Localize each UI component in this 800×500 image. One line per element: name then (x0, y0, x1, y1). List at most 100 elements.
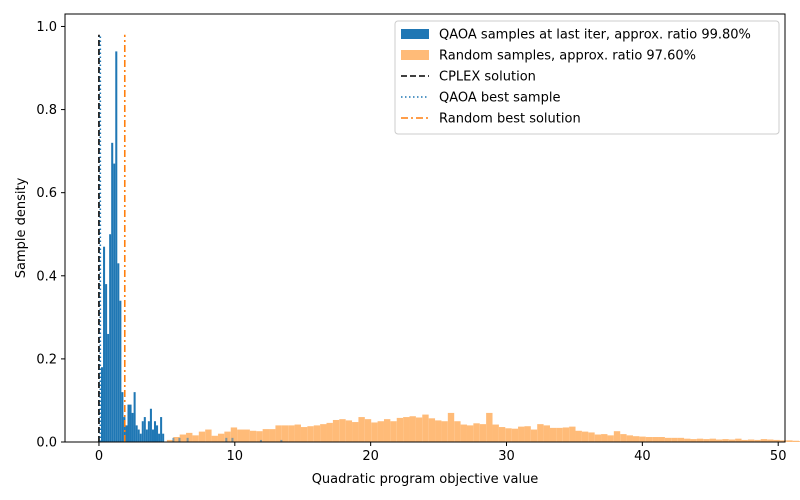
qaoa-bar (259, 439, 262, 442)
random-bar (345, 420, 353, 442)
x-tick-label: 30 (498, 449, 515, 464)
x-tick-label: 20 (362, 449, 379, 464)
random-bar (230, 427, 238, 442)
random-bar (435, 420, 442, 442)
random-bar (767, 439, 774, 442)
random-bar (237, 429, 244, 442)
random-bar (722, 439, 729, 442)
qaoa-bar (141, 421, 144, 442)
random-bar (505, 428, 512, 442)
random-bar (537, 424, 544, 442)
random-bar (530, 429, 538, 442)
qaoa-bar (186, 437, 189, 442)
random-bar (249, 430, 257, 442)
random-bar (690, 439, 697, 442)
random-bar (786, 440, 793, 442)
random-bar (518, 426, 525, 442)
random-bar (364, 419, 372, 442)
random-bar (313, 425, 321, 442)
x-tick-label: 10 (227, 449, 244, 464)
random-bar (428, 418, 436, 442)
random-bar (288, 425, 295, 442)
legend-swatch (401, 29, 429, 39)
qaoa-bar (103, 246, 106, 442)
qaoa-bar (115, 51, 118, 442)
qaoa-bar (123, 417, 126, 442)
y-axis: 0.0 0.2 0.4 0.6 0.8 1.0 (36, 20, 65, 451)
legend-label: Random samples, approx. ratio 97.60% (439, 49, 696, 64)
random-bar (741, 439, 748, 442)
plot-frame (64, 13, 786, 443)
qaoa-bar (178, 437, 181, 442)
legend-label: QAOA best sample (439, 91, 560, 106)
qaoa-bar (119, 300, 122, 442)
random-bar (543, 425, 550, 442)
qaoa-bar (145, 429, 148, 442)
random-bar (192, 435, 199, 442)
random-bar (339, 419, 346, 442)
x-tick-label: 0 (95, 449, 103, 464)
x-axis-label: Quadratic program objective value (312, 472, 539, 487)
random-bar (300, 427, 308, 442)
random-bar (715, 439, 723, 442)
random-bar (256, 431, 263, 442)
random-bar (703, 439, 710, 442)
random-bar (754, 439, 761, 442)
random-bar (709, 438, 716, 442)
y-axis-label: Sample density (14, 177, 29, 278)
random-bar (422, 414, 429, 442)
random-bar (173, 437, 180, 442)
y-tick-label: 1.0 (36, 20, 57, 35)
random-bar (326, 422, 333, 442)
random-bar (479, 424, 487, 442)
y-tick-label: 0.0 (36, 436, 57, 451)
random-bar (511, 428, 519, 442)
random-bar (492, 424, 499, 442)
qaoa-bar (172, 437, 175, 442)
qaoa-bar (129, 404, 132, 442)
random-bar (307, 426, 314, 442)
random-bar (198, 431, 206, 442)
qaoa-bar (151, 429, 154, 442)
random-bar (447, 412, 455, 442)
random-bar (498, 427, 506, 442)
random-bar (613, 431, 621, 442)
random-bar (556, 427, 563, 442)
random-bar (243, 429, 250, 442)
random-bar (217, 433, 225, 442)
qaoa-bar (139, 433, 142, 442)
random-bar (607, 435, 614, 442)
qaoa-bar (127, 404, 130, 442)
qaoa-bar (109, 234, 112, 442)
random-bar (415, 417, 423, 442)
qaoa-bar (225, 437, 228, 442)
y-tick-label: 0.6 (36, 186, 57, 201)
random-bar (441, 421, 448, 442)
x-tick-label: 40 (634, 449, 651, 464)
qaoa-bar (147, 421, 150, 442)
qaoa-bar (162, 433, 165, 442)
random-bar (403, 417, 410, 442)
legend-item: Random samples, approx. ratio 97.60% (401, 49, 696, 64)
random-bar (352, 422, 359, 442)
qaoa-bar (149, 408, 152, 442)
legend: QAOA samples at last iter, approx. ratio… (394, 20, 780, 135)
qaoa-bar (117, 263, 120, 442)
random-bar (294, 424, 301, 442)
legend-item: CPLEX solution (401, 70, 536, 85)
qaoa-bar (101, 367, 104, 442)
random-bar (735, 438, 742, 442)
random-bar (524, 426, 531, 442)
random-bar (792, 440, 799, 442)
random-bar (677, 437, 685, 442)
legend-label: Random best solution (439, 112, 581, 127)
random-bar (409, 416, 416, 442)
random-bar (773, 439, 780, 442)
random-bar (632, 436, 640, 442)
x-axis: 0 10 20 30 40 50 (95, 442, 786, 464)
random-bar (211, 435, 218, 442)
random-bar (396, 417, 404, 442)
legend-box (394, 20, 780, 135)
qaoa-bar (135, 425, 138, 442)
